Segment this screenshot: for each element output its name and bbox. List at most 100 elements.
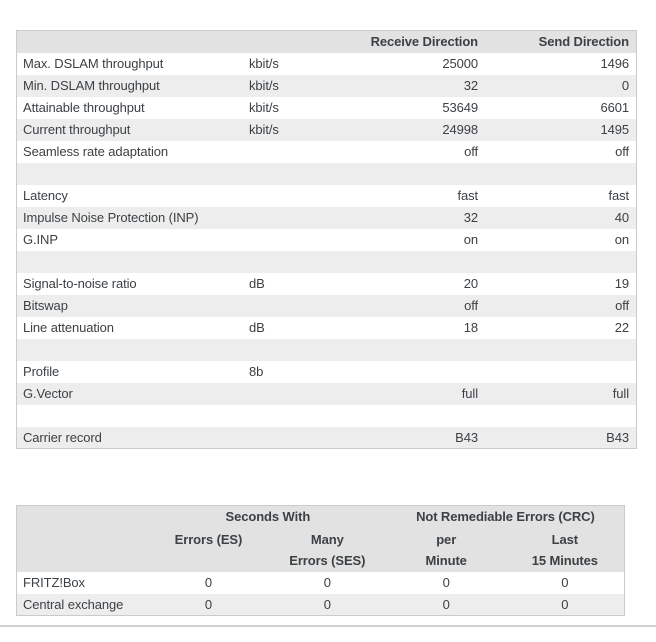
error-value-cell: 0 [204,575,212,590]
error-table-row: FRITZ!Box 0 0 0 0 [17,572,625,594]
dsl-cell-receive [346,163,479,185]
dsl-spacer-row [16,404,637,427]
dsl-cell-label [17,163,249,185]
dsl-cell-receive: 24998 [442,122,478,137]
dsl-header-unit-cell [248,31,346,53]
dsl-cell-send: fast [608,188,629,203]
dsl-cell-receive: 18 [463,320,478,335]
dsl-table-row: Impulse Noise Protection (INP) 32 40 [16,206,637,229]
error-table-header: Seconds With Not Remediable Errors (CRC)… [16,505,625,572]
dsl-table-row: Profile 8b [16,360,637,383]
dsl-cell-unit: kbit/s [249,78,279,93]
dsl-cell-receive: B43 [455,429,478,445]
error-subheader-ses-line1: Many [310,531,344,547]
error-value-cell: 0 [323,596,331,612]
dsl-cell-label: Profile [23,364,60,379]
dsl-cell-send: 22 [614,320,629,335]
error-group-seconds-with: Seconds With [225,509,311,525]
dsl-cell-label: Attainable throughput [23,100,145,115]
dsl-cell-send: full [612,386,629,401]
dsl-cell-label: Line attenuation [23,320,114,335]
dsl-cell-label: Max. DSLAM throughput [23,56,164,71]
dsl-cell-unit [248,141,346,163]
dsl-cell-unit: kbit/s [249,100,279,115]
error-subheader-per-minute-line2: Minute [425,552,467,568]
dsl-cell-unit [248,229,346,251]
dsl-cell-unit: kbit/s [249,56,279,71]
error-group-header-row: Seconds With Not Remediable Errors (CRC) [17,506,625,528]
dsl-header-send: Send Direction [538,34,629,50]
dsl-header-receive: Receive Direction [370,34,479,50]
dsl-cell-label [17,251,249,273]
dsl-cell-receive [346,361,479,383]
dsl-cell-label [17,405,249,427]
dsl-cell-label: Seamless rate adaptation [23,144,169,159]
dsl-cell-unit: kbit/s [249,122,279,137]
dsl-stats-tbody: Max. DSLAM throughput kbit/s 25000 1496 Min.… [16,52,637,449]
dsl-table-row: Attainable throughput kbit/s 53649 6601 [16,96,637,119]
dsl-cell-send: 1496 [600,56,629,71]
error-subheader-es: Errors (ES) [149,528,268,572]
error-subheader-last-15-line2: 15 Minutes [531,552,598,568]
dsl-cell-send [479,163,637,185]
dsl-cell-send: off [615,298,629,313]
dsl-table-row: G.Vector full full [16,382,637,405]
dsl-cell-receive: 32 [463,210,478,225]
error-subheader-row: Errors (ES) Many Errors (SES) per Minute… [17,528,625,572]
dsl-cell-unit [248,185,346,207]
dsl-header-label-cell [17,31,249,53]
dsl-table-row: Max. DSLAM throughput kbit/s 25000 1496 [16,52,637,75]
error-subheader-per-minute: per Minute [387,528,506,572]
dsl-cell-label: G.INP [23,232,58,247]
dsl-spacer-row [16,162,637,185]
error-value-cell: 0 [561,596,569,612]
dsl-cell-receive: fast [457,188,478,203]
dsl-table-row: Current throughput kbit/s 24998 1495 [16,118,637,141]
error-table-row: Central exchange 0 0 0 0 [16,593,625,616]
error-subheader-empty-cell [17,528,150,572]
dsl-cell-unit: dB [249,276,265,291]
error-row-label: Central exchange [23,596,124,612]
dsl-table-row: G.INP on on [16,228,637,251]
error-subheader-es-line2 [150,550,267,571]
dsl-cell-receive: 53649 [442,100,478,115]
dsl-cell-receive [346,339,479,361]
bottom-divider-line [0,625,656,627]
dsl-cell-send: 19 [614,276,629,291]
dsl-cell-label: Carrier record [23,429,102,445]
dsl-cell-unit [248,163,346,185]
error-counters-tbody: FRITZ!Box 0 0 0 0 Central exchange 0 0 0 0 [16,572,625,616]
dsl-table-row: Carrier record B43 B43 [16,426,637,449]
dsl-cell-send [479,361,637,383]
error-subheader-es-line1: Errors (ES) [174,531,243,547]
error-row-label: FRITZ!Box [23,575,85,590]
dsl-spacer-row [16,250,637,273]
dsl-cell-send: B43 [606,429,629,445]
error-subheader-per-minute-line1: per [436,531,457,547]
error-value-cell: 0 [442,575,450,590]
dsl-table-row: Min. DSLAM throughput kbit/s 32 0 [16,74,637,97]
dsl-cell-send: off [615,144,629,159]
dsl-table-row: Line attenuation dB 18 22 [16,316,637,339]
dsl-cell-receive [346,405,479,427]
error-group-empty-cell [17,506,150,528]
dsl-cell-unit: dB [249,320,265,335]
dsl-cell-label: G.Vector [23,386,73,401]
dsl-cell-unit [248,427,346,449]
error-value-cell: 0 [204,596,212,612]
dsl-cell-send: 1495 [600,122,629,137]
dsl-cell-label: Signal-to-noise ratio [23,276,137,291]
dsl-cell-unit [248,405,346,427]
dsl-cell-unit: 8b [249,364,264,379]
error-group-crc: Not Remediable Errors (CRC) [416,509,595,525]
dsl-cell-send [479,405,637,427]
dsl-cell-receive: full [461,386,478,401]
dsl-cell-send [479,339,637,361]
error-subheader-ses-line2: Errors (SES) [289,552,366,568]
error-value-cell: 0 [442,596,450,612]
error-value-cell: 0 [561,575,569,590]
error-subheader-last-15-line1: Last [551,531,578,547]
error-counters-table: Seconds With Not Remediable Errors (CRC)… [16,505,625,616]
dsl-cell-label: Latency [23,188,68,203]
